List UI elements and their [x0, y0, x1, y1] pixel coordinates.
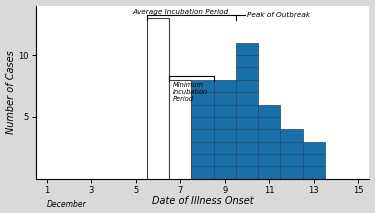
Bar	[214, 142, 236, 154]
Bar	[214, 105, 236, 117]
Bar	[236, 43, 258, 55]
Bar	[303, 166, 325, 179]
Bar	[214, 80, 236, 92]
Text: Average Incubation Period: Average Incubation Period	[132, 9, 228, 15]
Bar	[236, 105, 258, 117]
Bar	[214, 166, 236, 179]
X-axis label: Date of Illness Onset: Date of Illness Onset	[152, 196, 254, 206]
Bar	[236, 117, 258, 129]
Bar	[192, 80, 214, 92]
Bar	[147, 18, 169, 179]
Bar	[258, 105, 280, 117]
Bar	[303, 142, 325, 154]
Bar	[236, 142, 258, 154]
Bar	[236, 68, 258, 80]
Bar	[236, 55, 258, 68]
Bar	[303, 154, 325, 166]
Bar	[192, 92, 214, 105]
Text: Minimum
Incubation
Period: Minimum Incubation Period	[172, 82, 208, 102]
Bar	[236, 129, 258, 142]
Y-axis label: Number of Cases: Number of Cases	[6, 50, 15, 134]
Bar	[258, 142, 280, 154]
Bar	[214, 154, 236, 166]
Bar	[236, 154, 258, 166]
Bar	[236, 92, 258, 105]
Bar	[280, 129, 303, 142]
Bar	[192, 105, 214, 117]
Bar	[258, 166, 280, 179]
Text: December: December	[47, 200, 87, 209]
Bar	[280, 154, 303, 166]
Bar	[192, 142, 214, 154]
Text: Peak of Outbreak: Peak of Outbreak	[247, 12, 310, 19]
Bar	[258, 154, 280, 166]
Bar	[192, 117, 214, 129]
Bar	[236, 166, 258, 179]
Bar	[192, 129, 214, 142]
Bar	[258, 129, 280, 142]
Bar	[280, 166, 303, 179]
Bar	[192, 154, 214, 166]
Bar	[169, 80, 192, 179]
Bar	[192, 166, 214, 179]
Bar	[258, 117, 280, 129]
Bar	[214, 92, 236, 105]
Bar	[280, 142, 303, 154]
Bar	[214, 117, 236, 129]
Bar	[236, 80, 258, 92]
Bar	[214, 129, 236, 142]
